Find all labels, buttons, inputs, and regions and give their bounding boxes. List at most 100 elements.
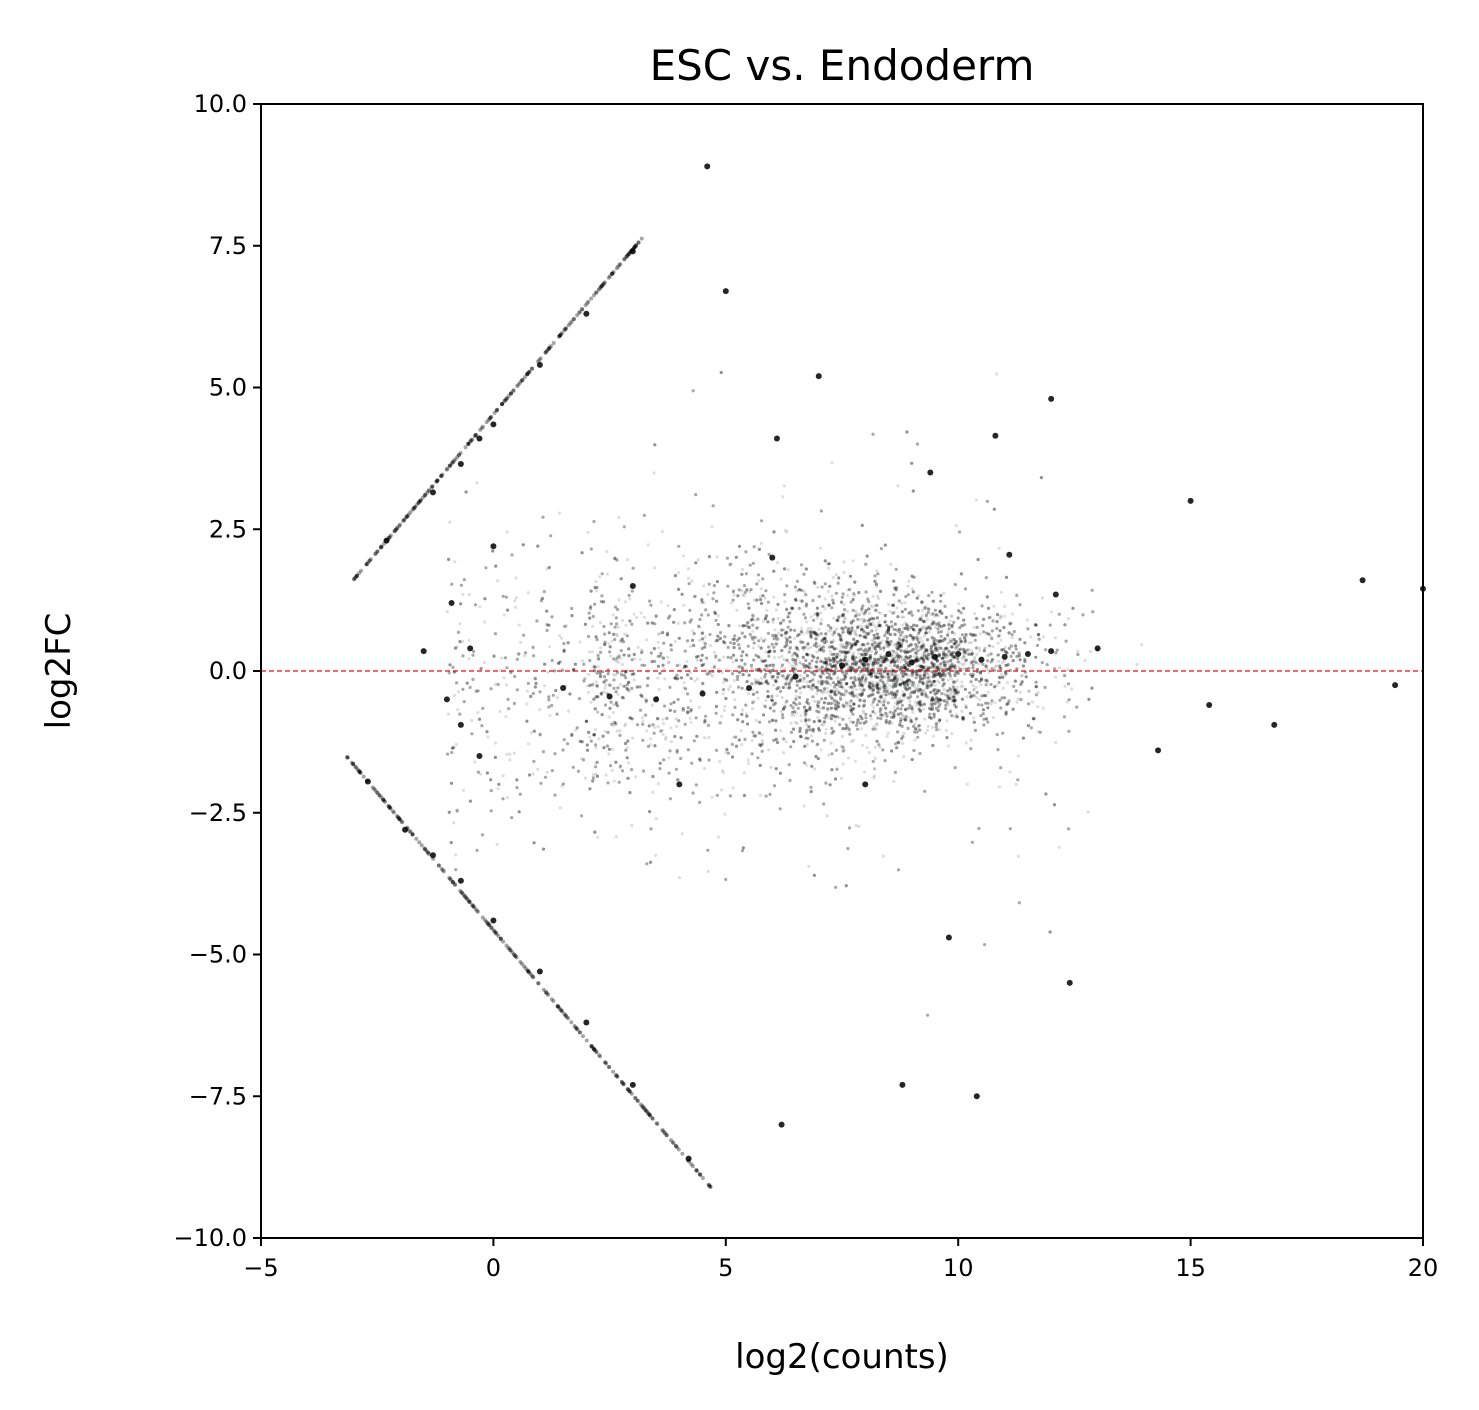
- cloud-point: [841, 613, 846, 618]
- cloud-point: [817, 627, 821, 632]
- cloud-point: [746, 761, 751, 766]
- cloud-point: [826, 589, 831, 594]
- cloud-point: [853, 629, 858, 633]
- cloud-point: [919, 708, 923, 713]
- cloud-point: [941, 624, 945, 628]
- cloud-point: [836, 616, 840, 620]
- cloud-point: [948, 686, 952, 691]
- cloud-point: [504, 715, 508, 719]
- cloud-point: [962, 655, 966, 659]
- cloud-point: [790, 654, 794, 658]
- cloud-point: [825, 716, 829, 720]
- cloud-point: [678, 876, 682, 880]
- cloud-point: [944, 663, 948, 668]
- cloud-point: [948, 691, 952, 696]
- cloud-point: [651, 790, 655, 794]
- cloud-point: [609, 684, 613, 688]
- cloud-point: [1020, 673, 1024, 677]
- cloud-point: [783, 667, 787, 671]
- cloud-point: [870, 680, 875, 684]
- cloud-point: [906, 673, 911, 677]
- cloud-point: [848, 719, 853, 724]
- cloud-point: [792, 637, 797, 641]
- cloud-point: [861, 620, 865, 624]
- cloud-point: [628, 597, 632, 601]
- cloud-point: [656, 725, 660, 729]
- cloud-point: [635, 615, 639, 620]
- cloud-point: [826, 679, 830, 683]
- cloud-point: [455, 808, 459, 812]
- cloud-point: [633, 657, 637, 661]
- cloud-point: [596, 665, 600, 669]
- cloud-point: [1025, 618, 1029, 622]
- cloud-point: [701, 630, 705, 634]
- cloud-point: [505, 530, 509, 534]
- cloud-point: [789, 664, 794, 668]
- cloud-point: [776, 631, 781, 635]
- cloud-point: [872, 774, 877, 778]
- cloud-point: [453, 560, 457, 564]
- cloud-point: [783, 635, 788, 639]
- cloud-point: [832, 729, 836, 733]
- cloud-point: [836, 677, 840, 681]
- cloud-point: [897, 635, 901, 639]
- cloud-point: [945, 668, 949, 672]
- cloud-point: [807, 641, 811, 645]
- cloud-point: [927, 655, 931, 659]
- cloud-point: [1010, 612, 1015, 616]
- cloud-point: [764, 650, 768, 654]
- cloud-point: [826, 708, 830, 712]
- cloud-point: [896, 484, 900, 488]
- cloud-point: [894, 651, 898, 655]
- cloud-point: [850, 662, 854, 666]
- cloud-point: [948, 686, 952, 690]
- cloud-point: [872, 639, 876, 643]
- cloud-point: [838, 681, 842, 685]
- cloud-point: [916, 643, 920, 647]
- cloud-point: [989, 702, 993, 706]
- cloud-point: [742, 594, 746, 598]
- cloud-point: [592, 707, 597, 711]
- cloud-point: [875, 569, 879, 573]
- cloud-point: [960, 680, 964, 684]
- cloud-point: [940, 667, 944, 672]
- cloud-point: [779, 577, 783, 581]
- cloud-point: [596, 835, 600, 840]
- cloud-point: [947, 663, 952, 668]
- cloud-point: [641, 719, 645, 723]
- cloud-point: [833, 658, 837, 663]
- y-tick-label: 7.5: [209, 232, 247, 260]
- cloud-point: [844, 688, 849, 693]
- cloud-point: [737, 624, 742, 628]
- cloud-point: [937, 663, 941, 668]
- cloud-point: [1015, 700, 1019, 704]
- cloud-point: [843, 654, 847, 658]
- cloud-point: [661, 732, 665, 737]
- cloud-point: [908, 716, 912, 720]
- cloud-point: [702, 640, 706, 645]
- cloud-point: [834, 573, 838, 577]
- cloud-point: [853, 694, 857, 698]
- cloud-point: [525, 702, 529, 706]
- cloud-point: [710, 795, 714, 799]
- cloud-point: [951, 656, 955, 660]
- cloud-point: [604, 683, 608, 687]
- cloud-point: [925, 672, 929, 676]
- cloud-point: [598, 621, 602, 625]
- cloud-point: [614, 673, 618, 677]
- cloud-point: [611, 703, 615, 707]
- cloud-point: [863, 624, 867, 629]
- cloud-point: [746, 691, 751, 696]
- cloud-point: [680, 832, 684, 836]
- cloud-point: [886, 673, 890, 677]
- cloud-point: [1003, 673, 1007, 677]
- cloud-point: [774, 635, 778, 640]
- cloud-point: [616, 692, 620, 696]
- cloud-point: [805, 680, 809, 684]
- cloud-point: [871, 644, 875, 648]
- cloud-point: [547, 645, 552, 649]
- cloud-point: [993, 701, 997, 705]
- cloud-point: [907, 697, 912, 701]
- cloud-point: [870, 638, 874, 643]
- cloud-point: [847, 703, 851, 707]
